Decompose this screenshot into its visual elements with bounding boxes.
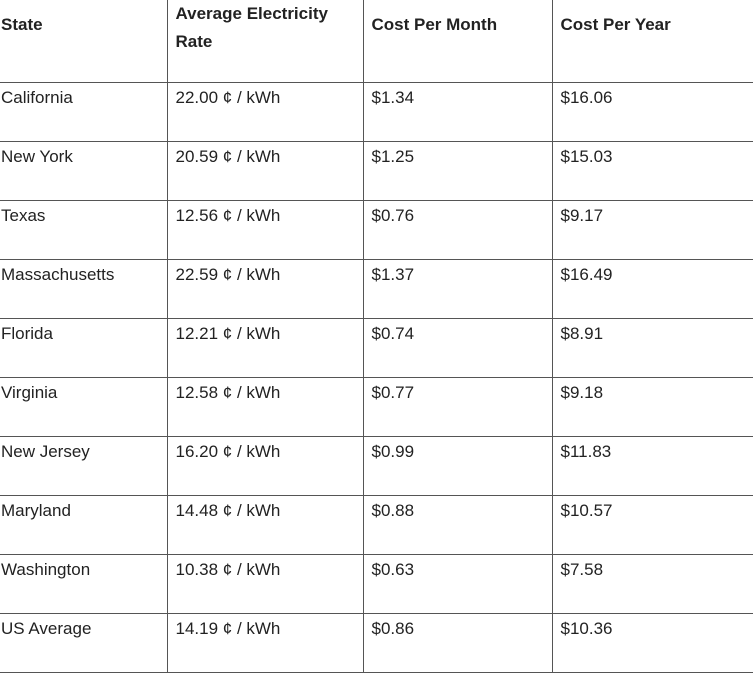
table-row: US Average 14.19 ¢ / kWh $0.86 $10.36 [0, 613, 753, 673]
table-cell: Virginia [0, 377, 167, 437]
table-cell: $0.74 [362, 318, 552, 378]
table-row: Texas 12.56 ¢ / kWh $0.76 $9.17 [0, 200, 753, 260]
table-row: Maryland 14.48 ¢ / kWh $0.88 $10.57 [0, 495, 753, 555]
table-cell: 12.56 ¢ / kWh [166, 200, 363, 260]
table-row: Massachusetts 22.59 ¢ / kWh $1.37 $16.49 [0, 259, 753, 319]
table-cell: 12.58 ¢ / kWh [166, 377, 363, 437]
table-cell: $16.06 [551, 82, 753, 142]
table-head: State Average Electricity Rate Cost Per Mo… [0, 0, 753, 83]
table-row: Virginia 12.58 ¢ / kWh $0.77 $9.18 [0, 377, 753, 437]
table-cell: 16.20 ¢ / kWh [166, 436, 363, 496]
table-cell: New York [0, 141, 167, 201]
table-cell: Texas [0, 200, 167, 260]
table-cell: $0.77 [362, 377, 552, 437]
table-cell: $8.91 [551, 318, 753, 378]
table-row: New Jersey 16.20 ¢ / kWh $0.99 $11.83 [0, 436, 753, 496]
table-cell: 22.00 ¢ / kWh [166, 82, 363, 142]
table-cell: $9.17 [551, 200, 753, 260]
table-body: California 22.00 ¢ / kWh $1.34 $16.06 New Yo… [0, 82, 753, 673]
table-cell: $9.18 [551, 377, 753, 437]
table-cell: US Average [0, 613, 167, 673]
table-cell: $0.63 [362, 554, 552, 614]
table-cell: Florida [0, 318, 167, 378]
header-row: State Average Electricity Rate Cost Per Mo… [0, 0, 753, 83]
table-row: Washington 10.38 ¢ / kWh $0.63 $7.58 [0, 554, 753, 614]
table-cell: $10.57 [551, 495, 753, 555]
table-cell: Washington [0, 554, 167, 614]
table-row: New York 20.59 ¢ / kWh $1.25 $15.03 [0, 141, 753, 201]
header-cell: State [0, 0, 167, 83]
table-cell: $10.36 [551, 613, 753, 673]
header-cell: Cost Per Month [362, 0, 552, 83]
table-cell: California [0, 82, 167, 142]
table-cell: $1.34 [362, 82, 552, 142]
table-cell: $0.88 [362, 495, 552, 555]
table-cell: Massachusetts [0, 259, 167, 319]
table-cell: $1.37 [362, 259, 552, 319]
table-cell: $11.83 [551, 436, 753, 496]
table-cell: 22.59 ¢ / kWh [166, 259, 363, 319]
table-cell: 14.48 ¢ / kWh [166, 495, 363, 555]
table-cell: $7.58 [551, 554, 753, 614]
table-cell: $0.76 [362, 200, 552, 260]
table-cell: $16.49 [551, 259, 753, 319]
table-cell: Maryland [0, 495, 167, 555]
table-cell: 10.38 ¢ / kWh [166, 554, 363, 614]
table-cell: $1.25 [362, 141, 552, 201]
table-cell: 14.19 ¢ / kWh [166, 613, 363, 673]
table-cell: New Jersey [0, 436, 167, 496]
table-cell: 20.59 ¢ / kWh [166, 141, 363, 201]
table-cell: $0.99 [362, 436, 552, 496]
table-cell: $15.03 [551, 141, 753, 201]
table-row: California 22.00 ¢ / kWh $1.34 $16.06 [0, 82, 753, 142]
header-cell: Cost Per Year [551, 0, 753, 83]
header-cell: Average Electricity Rate [166, 0, 363, 83]
table-cell: 12.21 ¢ / kWh [166, 318, 363, 378]
table-row: Florida 12.21 ¢ / kWh $0.74 $8.91 [0, 318, 753, 378]
table-cell: $0.86 [362, 613, 552, 673]
